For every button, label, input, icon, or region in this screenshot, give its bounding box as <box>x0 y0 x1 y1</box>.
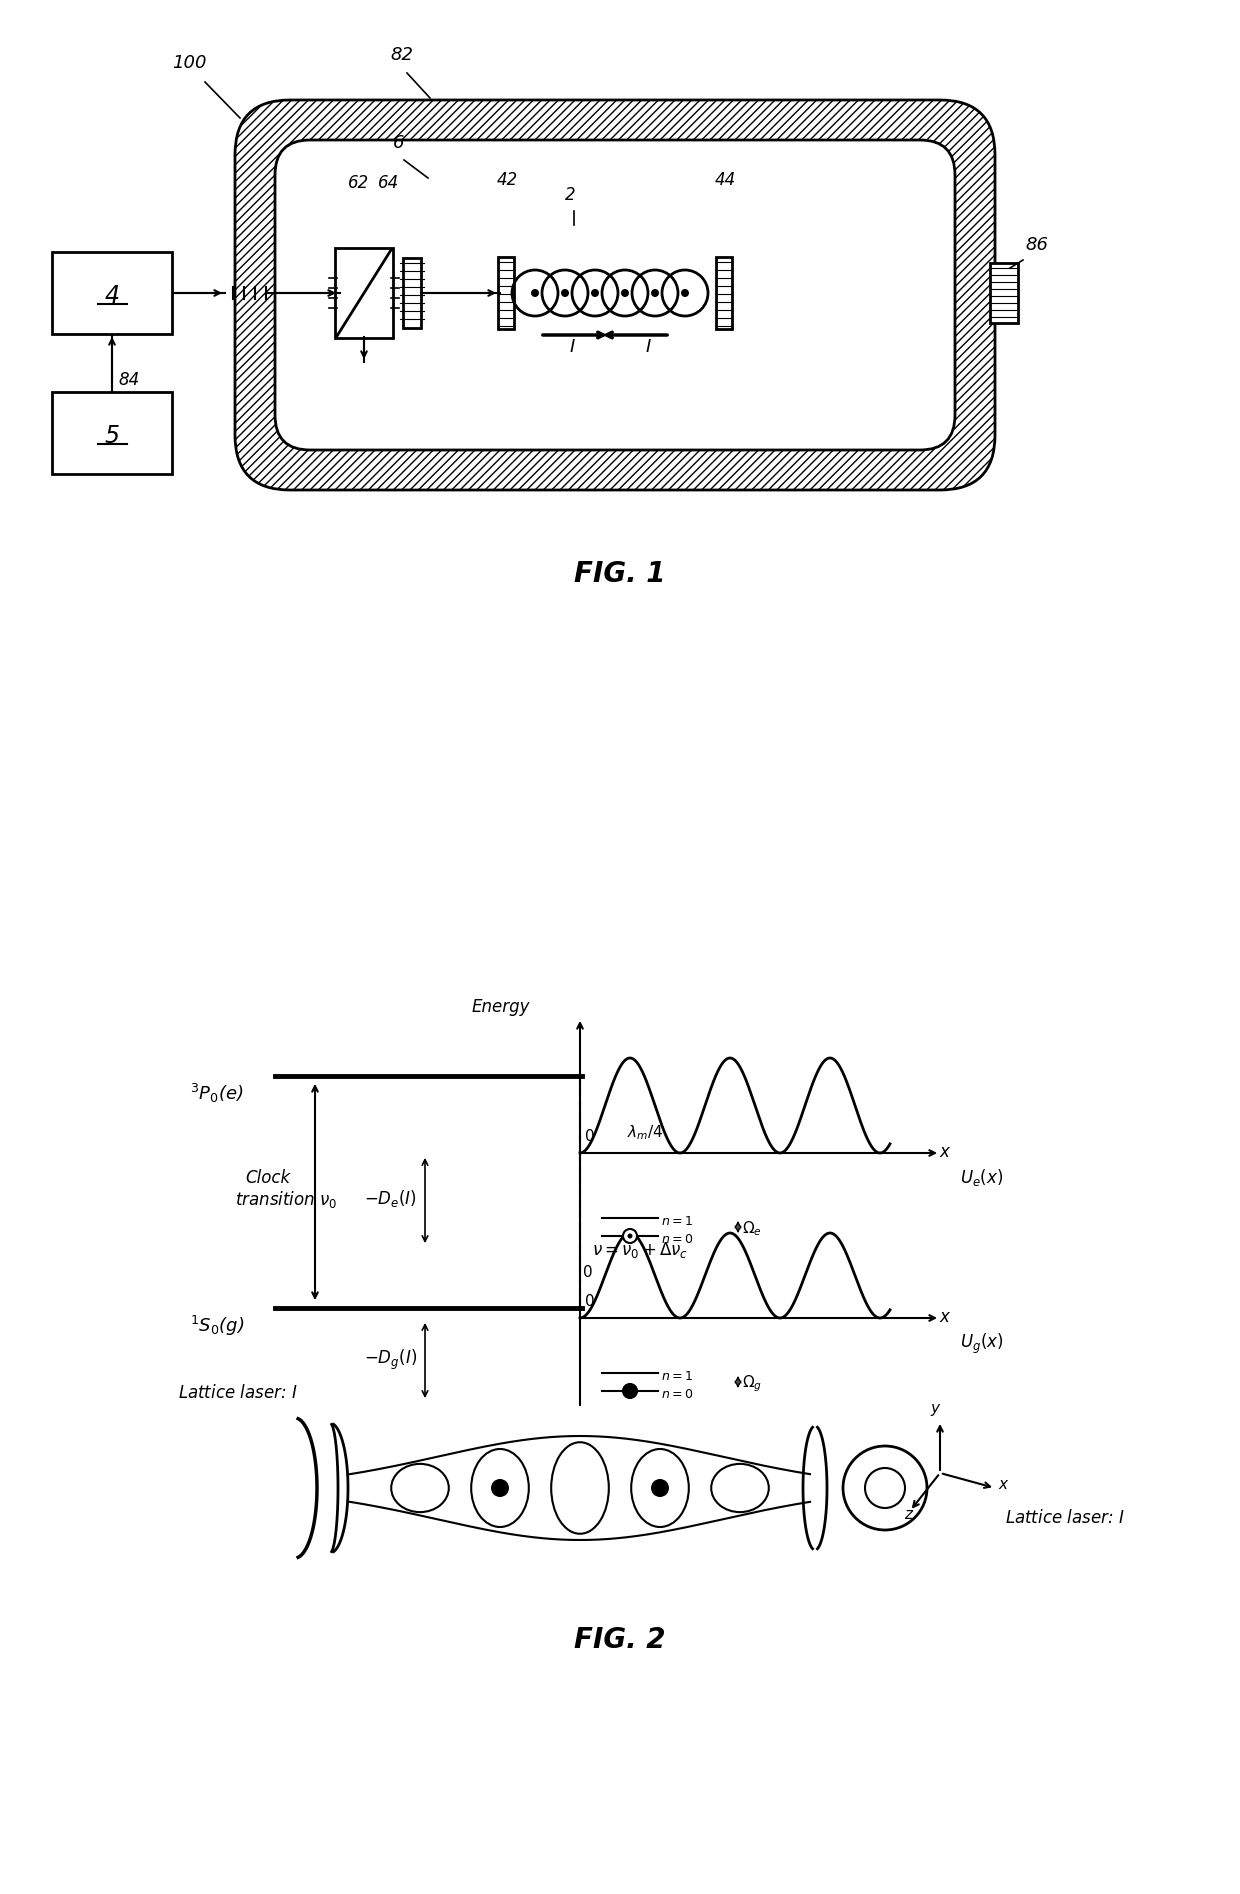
Text: $x$: $x$ <box>939 1142 951 1161</box>
Text: 84: 84 <box>118 371 139 388</box>
Text: $^1S_0$(g): $^1S_0$(g) <box>190 1314 244 1337</box>
Text: 2: 2 <box>565 186 575 205</box>
Text: $\Omega_e$: $\Omega_e$ <box>742 1220 761 1239</box>
Circle shape <box>591 290 599 297</box>
Bar <box>498 258 515 330</box>
Text: $\lambda_m/4$: $\lambda_m/4$ <box>626 1123 663 1142</box>
Text: $n=0$: $n=0$ <box>661 1233 693 1246</box>
Text: 100: 100 <box>172 55 207 72</box>
Text: $n=0$: $n=0$ <box>661 1388 693 1400</box>
Circle shape <box>491 1479 508 1496</box>
Text: $\Omega_g$: $\Omega_g$ <box>742 1373 763 1394</box>
Text: 64: 64 <box>378 174 399 191</box>
Bar <box>335 248 393 337</box>
Circle shape <box>627 1233 632 1239</box>
FancyBboxPatch shape <box>275 140 955 451</box>
Text: 0: 0 <box>585 1294 595 1309</box>
Bar <box>52 392 172 474</box>
Text: Lattice laser: $I$: Lattice laser: $I$ <box>1004 1510 1125 1527</box>
Circle shape <box>531 290 539 297</box>
Text: transition $\nu_0$: transition $\nu_0$ <box>236 1189 337 1210</box>
Text: 86: 86 <box>1025 237 1048 254</box>
Text: $\nu = \nu_0 + \Delta\nu_c$: $\nu = \nu_0 + \Delta\nu_c$ <box>591 1241 688 1260</box>
Text: 6: 6 <box>393 134 404 152</box>
Text: 62: 62 <box>348 174 370 191</box>
Text: 5: 5 <box>104 424 119 449</box>
Text: 0: 0 <box>585 1129 595 1144</box>
Text: $x$: $x$ <box>998 1477 1009 1492</box>
Circle shape <box>621 290 629 297</box>
Circle shape <box>622 1385 637 1398</box>
Bar <box>403 258 422 328</box>
Circle shape <box>681 290 689 297</box>
Text: FIG. 1: FIG. 1 <box>574 561 666 587</box>
Circle shape <box>560 290 569 297</box>
Circle shape <box>622 1229 637 1242</box>
Text: $y$: $y$ <box>930 1402 942 1419</box>
Circle shape <box>651 290 658 297</box>
Text: $U_e(x)$: $U_e(x)$ <box>960 1167 1003 1188</box>
Text: $^3P_0$(e): $^3P_0$(e) <box>190 1081 243 1104</box>
Text: Energy: Energy <box>471 998 529 1015</box>
Text: $I$: $I$ <box>645 337 651 356</box>
Text: 0: 0 <box>583 1265 593 1280</box>
Text: 44: 44 <box>715 170 737 189</box>
Text: 42: 42 <box>497 170 518 189</box>
Text: $z$: $z$ <box>904 1508 914 1523</box>
Text: Lattice laser: $I$: Lattice laser: $I$ <box>179 1385 298 1402</box>
Text: $U_g(x)$: $U_g(x)$ <box>960 1331 1003 1356</box>
Text: $-D_e(I)$: $-D_e(I)$ <box>365 1188 417 1208</box>
Bar <box>52 252 172 333</box>
Text: FIG. 2: FIG. 2 <box>574 1627 666 1653</box>
Text: $n=1$: $n=1$ <box>661 1369 693 1383</box>
Bar <box>715 258 732 330</box>
Circle shape <box>651 1479 670 1496</box>
FancyBboxPatch shape <box>236 100 994 491</box>
Text: Clock: Clock <box>246 1169 290 1188</box>
Text: $I$: $I$ <box>569 337 575 356</box>
Text: $x$: $x$ <box>939 1309 951 1326</box>
Text: 4: 4 <box>104 284 119 309</box>
Text: 82: 82 <box>391 45 413 64</box>
Bar <box>990 263 1018 324</box>
Text: $n=1$: $n=1$ <box>661 1214 693 1227</box>
Text: $-D_g(I)$: $-D_g(I)$ <box>363 1347 417 1371</box>
